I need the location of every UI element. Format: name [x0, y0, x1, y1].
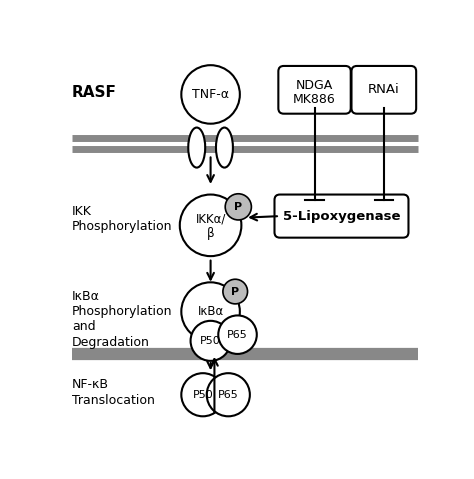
Ellipse shape	[216, 127, 233, 168]
Text: IKKα/: IKKα/	[195, 213, 226, 226]
Circle shape	[191, 321, 231, 361]
Text: Phosphorylation: Phosphorylation	[72, 220, 173, 233]
Circle shape	[182, 373, 225, 416]
Circle shape	[207, 373, 250, 416]
Text: RNAi: RNAi	[368, 83, 400, 96]
Text: MK886: MK886	[293, 92, 336, 105]
Text: Translocation: Translocation	[72, 394, 155, 407]
Text: IκBα: IκBα	[198, 305, 224, 318]
Text: P65: P65	[218, 390, 239, 400]
Text: IκBα: IκBα	[72, 290, 100, 303]
Text: P: P	[234, 202, 242, 212]
Text: and: and	[72, 320, 96, 333]
Text: P50: P50	[192, 390, 213, 400]
Text: NF-κB: NF-κB	[72, 378, 109, 391]
FancyBboxPatch shape	[274, 194, 409, 238]
Circle shape	[182, 282, 240, 341]
FancyBboxPatch shape	[278, 66, 351, 114]
Text: P50: P50	[200, 336, 221, 346]
Text: TNF-α: TNF-α	[192, 88, 229, 101]
Circle shape	[219, 316, 257, 354]
Circle shape	[225, 194, 251, 220]
Text: P65: P65	[227, 330, 248, 340]
Text: Degradation: Degradation	[72, 336, 150, 349]
Text: IKK: IKK	[72, 205, 92, 218]
Ellipse shape	[188, 127, 205, 168]
Text: 5-Lipoxygenase: 5-Lipoxygenase	[283, 210, 400, 223]
Text: P: P	[231, 286, 239, 297]
Text: RASF: RASF	[72, 85, 117, 100]
Text: Phosphorylation: Phosphorylation	[72, 305, 173, 318]
Circle shape	[223, 279, 247, 304]
Circle shape	[180, 194, 241, 256]
Text: NDGA: NDGA	[296, 79, 333, 91]
FancyBboxPatch shape	[352, 66, 416, 114]
Text: β: β	[207, 227, 214, 240]
Circle shape	[182, 65, 240, 124]
